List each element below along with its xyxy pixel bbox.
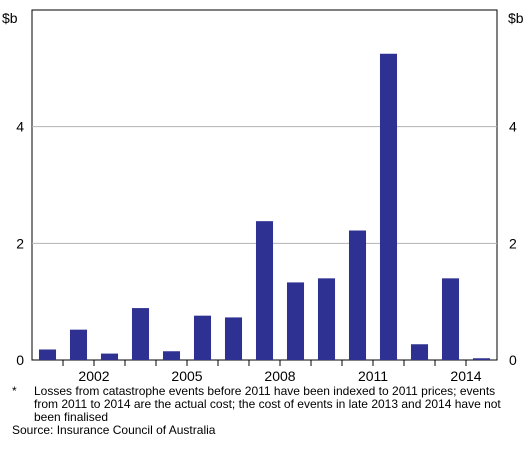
bar-chart: 0 2 4 0 2 4 2002 2005 2008 2011 2014 $b $b bbox=[2, 9, 524, 384]
y-tick-label-right: 2 bbox=[509, 235, 517, 251]
bar bbox=[38, 349, 57, 360]
y-tick-label-left: 4 bbox=[16, 119, 24, 135]
x-axis-ticks: 2002 2005 2008 2011 2014 bbox=[62, 360, 482, 384]
x-tick-label: 2008 bbox=[264, 368, 295, 384]
y-unit-right: $b bbox=[508, 10, 524, 26]
bar bbox=[317, 278, 336, 360]
bar bbox=[69, 329, 88, 360]
footnote-text: Losses from catastrophe events before 20… bbox=[34, 384, 501, 424]
chart-notes: * Losses from catastrophe events before … bbox=[12, 385, 522, 437]
footnote: * Losses from catastrophe events before … bbox=[12, 385, 522, 424]
footnote-marker: * bbox=[12, 384, 17, 398]
x-tick-label: 2005 bbox=[171, 368, 202, 384]
y-axis-left-ticks: 0 2 4 bbox=[16, 119, 24, 368]
x-tick-label: 2011 bbox=[358, 368, 388, 384]
bar bbox=[100, 353, 119, 360]
bar bbox=[472, 358, 491, 360]
y-axis-right-ticks: 0 2 4 bbox=[509, 119, 517, 368]
y-unit-left: $b bbox=[2, 10, 18, 26]
x-tick-label: 2002 bbox=[78, 368, 109, 384]
bar bbox=[348, 230, 367, 360]
bar bbox=[131, 308, 150, 360]
y-tick-label-right: 4 bbox=[509, 119, 517, 135]
y-tick-label-right: 0 bbox=[509, 352, 517, 368]
x-tick-label: 2014 bbox=[450, 368, 481, 384]
bar bbox=[224, 317, 243, 360]
bar bbox=[410, 344, 429, 360]
bar bbox=[162, 351, 181, 360]
bar bbox=[255, 221, 274, 360]
bar bbox=[286, 282, 305, 360]
source-note: Source: Insurance Council of Australia bbox=[12, 423, 216, 437]
y-tick-label-left: 2 bbox=[16, 235, 24, 251]
bar-series bbox=[38, 53, 491, 360]
bar bbox=[379, 53, 398, 360]
bar bbox=[441, 278, 460, 360]
bar bbox=[193, 315, 212, 360]
y-tick-label-left: 0 bbox=[16, 352, 24, 368]
